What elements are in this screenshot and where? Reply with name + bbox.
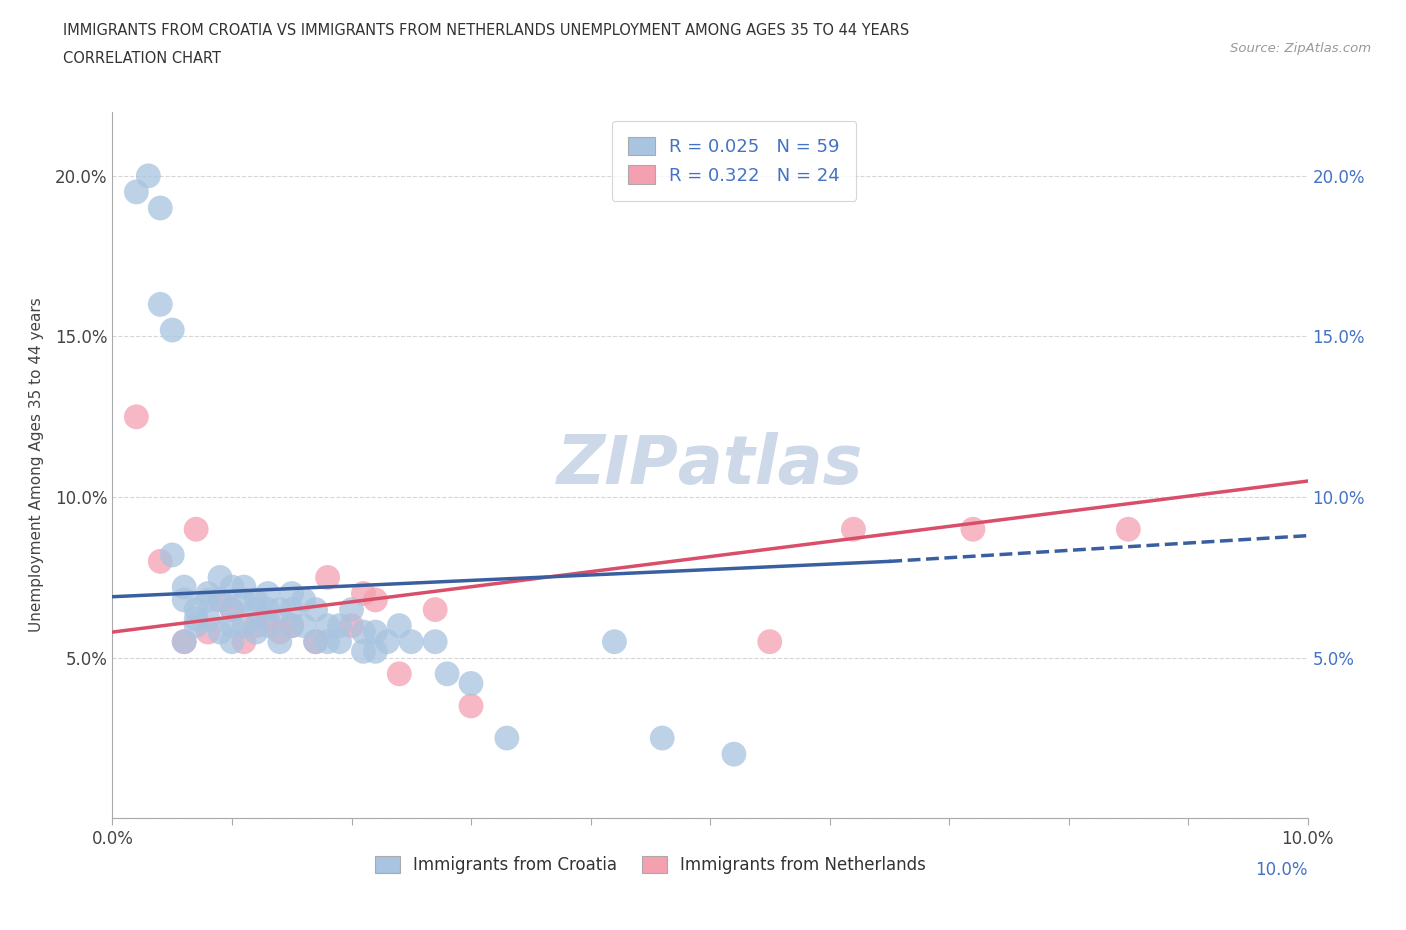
- Point: [292, 592, 315, 607]
- Point: [186, 602, 208, 617]
- Point: [209, 570, 232, 585]
- Point: [353, 586, 375, 601]
- Point: [460, 698, 482, 713]
- Y-axis label: Unemployment Among Ages 35 to 44 years: Unemployment Among Ages 35 to 44 years: [30, 298, 44, 632]
- Point: [316, 570, 339, 585]
- Point: [221, 579, 243, 594]
- Point: [149, 201, 172, 216]
- Point: [269, 634, 291, 649]
- Point: [388, 667, 411, 682]
- Point: [245, 602, 267, 617]
- Point: [364, 625, 387, 640]
- Point: [186, 522, 208, 537]
- Point: [377, 634, 399, 649]
- Point: [353, 625, 375, 640]
- Point: [269, 625, 291, 640]
- Point: [723, 747, 745, 762]
- Point: [305, 602, 328, 617]
- Point: [425, 602, 447, 617]
- Point: [257, 618, 280, 633]
- Text: 10.0%: 10.0%: [1256, 861, 1308, 879]
- Point: [842, 522, 865, 537]
- Point: [496, 731, 519, 746]
- Point: [316, 618, 339, 633]
- Point: [233, 579, 256, 594]
- Text: IMMIGRANTS FROM CROATIA VS IMMIGRANTS FROM NETHERLANDS UNEMPLOYMENT AMONG AGES 3: IMMIGRANTS FROM CROATIA VS IMMIGRANTS FR…: [63, 23, 910, 38]
- Point: [173, 634, 195, 649]
- Point: [292, 618, 315, 633]
- Point: [353, 644, 375, 658]
- Point: [209, 625, 232, 640]
- Text: CORRELATION CHART: CORRELATION CHART: [63, 51, 221, 66]
- Point: [281, 586, 304, 601]
- Point: [162, 323, 183, 338]
- Point: [149, 297, 172, 312]
- Point: [149, 554, 172, 569]
- Point: [186, 612, 208, 627]
- Point: [460, 676, 482, 691]
- Point: [281, 602, 304, 617]
- Point: [388, 618, 411, 633]
- Point: [209, 592, 232, 607]
- Point: [329, 618, 352, 633]
- Point: [257, 612, 280, 627]
- Point: [173, 579, 195, 594]
- Text: ZIP​atlas: ZIP​atlas: [557, 432, 863, 498]
- Point: [221, 602, 243, 617]
- Point: [281, 618, 304, 633]
- Point: [138, 168, 160, 183]
- Point: [436, 667, 458, 682]
- Point: [269, 602, 291, 617]
- Point: [603, 634, 626, 649]
- Point: [233, 618, 256, 633]
- Point: [257, 602, 280, 617]
- Point: [233, 634, 256, 649]
- Point: [125, 409, 148, 424]
- Point: [245, 625, 267, 640]
- Point: [221, 602, 243, 617]
- Point: [186, 618, 208, 633]
- Point: [364, 644, 387, 658]
- Point: [329, 634, 352, 649]
- Point: [340, 618, 363, 633]
- Point: [197, 586, 219, 601]
- Point: [197, 592, 219, 607]
- Point: [425, 634, 447, 649]
- Point: [305, 634, 328, 649]
- Point: [316, 634, 339, 649]
- Legend: Immigrants from Croatia, Immigrants from Netherlands: Immigrants from Croatia, Immigrants from…: [368, 849, 932, 881]
- Text: Source: ZipAtlas.com: Source: ZipAtlas.com: [1230, 42, 1371, 55]
- Point: [962, 522, 984, 537]
- Point: [162, 548, 183, 563]
- Point: [173, 592, 195, 607]
- Point: [340, 602, 363, 617]
- Point: [401, 634, 423, 649]
- Point: [759, 634, 782, 649]
- Point: [245, 618, 267, 633]
- Point: [1118, 522, 1140, 537]
- Point: [221, 634, 243, 649]
- Point: [221, 618, 243, 633]
- Point: [233, 592, 256, 607]
- Point: [197, 612, 219, 627]
- Point: [305, 634, 328, 649]
- Point: [651, 731, 673, 746]
- Point: [209, 592, 232, 607]
- Point: [245, 592, 267, 607]
- Point: [257, 586, 280, 601]
- Point: [173, 634, 195, 649]
- Point: [364, 592, 387, 607]
- Point: [125, 184, 148, 199]
- Point: [281, 618, 304, 633]
- Point: [197, 625, 219, 640]
